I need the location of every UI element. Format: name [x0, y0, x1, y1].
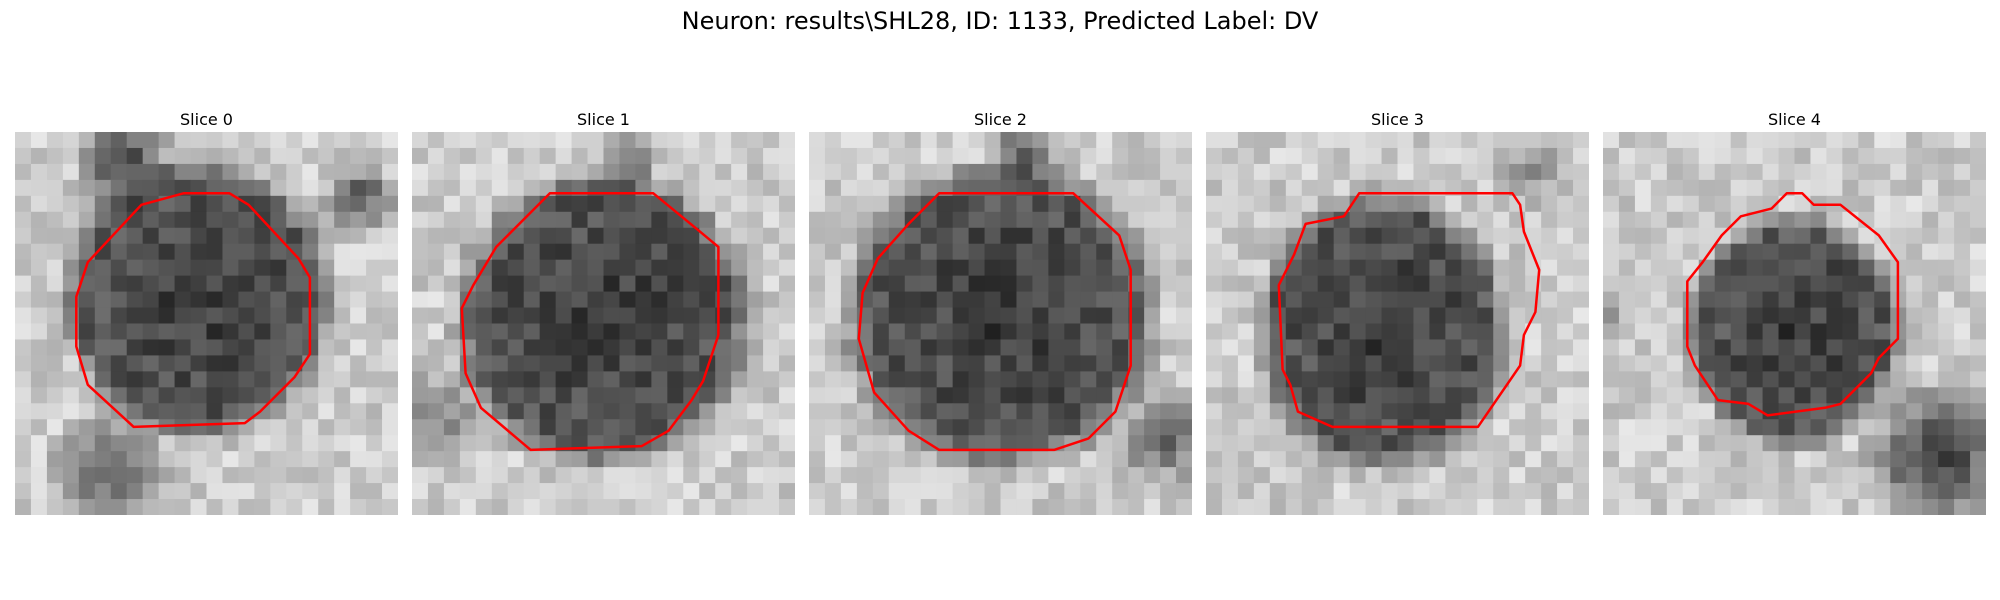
slice-image-4 [1603, 132, 1986, 515]
pixel-grid [1603, 132, 1986, 515]
slice-title-2: Slice 2 [974, 110, 1027, 129]
pixel-grid [809, 132, 1192, 515]
slice-title-3: Slice 3 [1371, 110, 1424, 129]
neuron-contour [75, 192, 312, 429]
neuron-contour [1686, 192, 1900, 417]
figure-title: Neuron: results\SHL28, ID: 1133, Predict… [681, 7, 1319, 35]
slice-title-0: Slice 0 [180, 110, 233, 129]
pixel-grid [1206, 132, 1589, 515]
slice-image-3 [1206, 132, 1589, 515]
slice-image-2 [809, 132, 1192, 515]
slice-panel-2: Slice 2 [809, 108, 1192, 515]
pixel-grid [412, 132, 795, 515]
slice-panel-1: Slice 1 [412, 108, 795, 515]
neuron-contour [1277, 192, 1541, 429]
pixel-grid [15, 132, 398, 515]
slice-image-0 [15, 132, 398, 515]
slice-panel-4: Slice 4 [1603, 108, 1986, 515]
slice-panel-0: Slice 0 [15, 108, 398, 515]
neuron-contour [857, 192, 1132, 452]
slice-title-4: Slice 4 [1768, 110, 1821, 129]
slice-image-1 [412, 132, 795, 515]
slice-title-1: Slice 1 [577, 110, 630, 129]
slice-panel-3: Slice 3 [1206, 108, 1589, 515]
neuron-contour [460, 192, 720, 452]
